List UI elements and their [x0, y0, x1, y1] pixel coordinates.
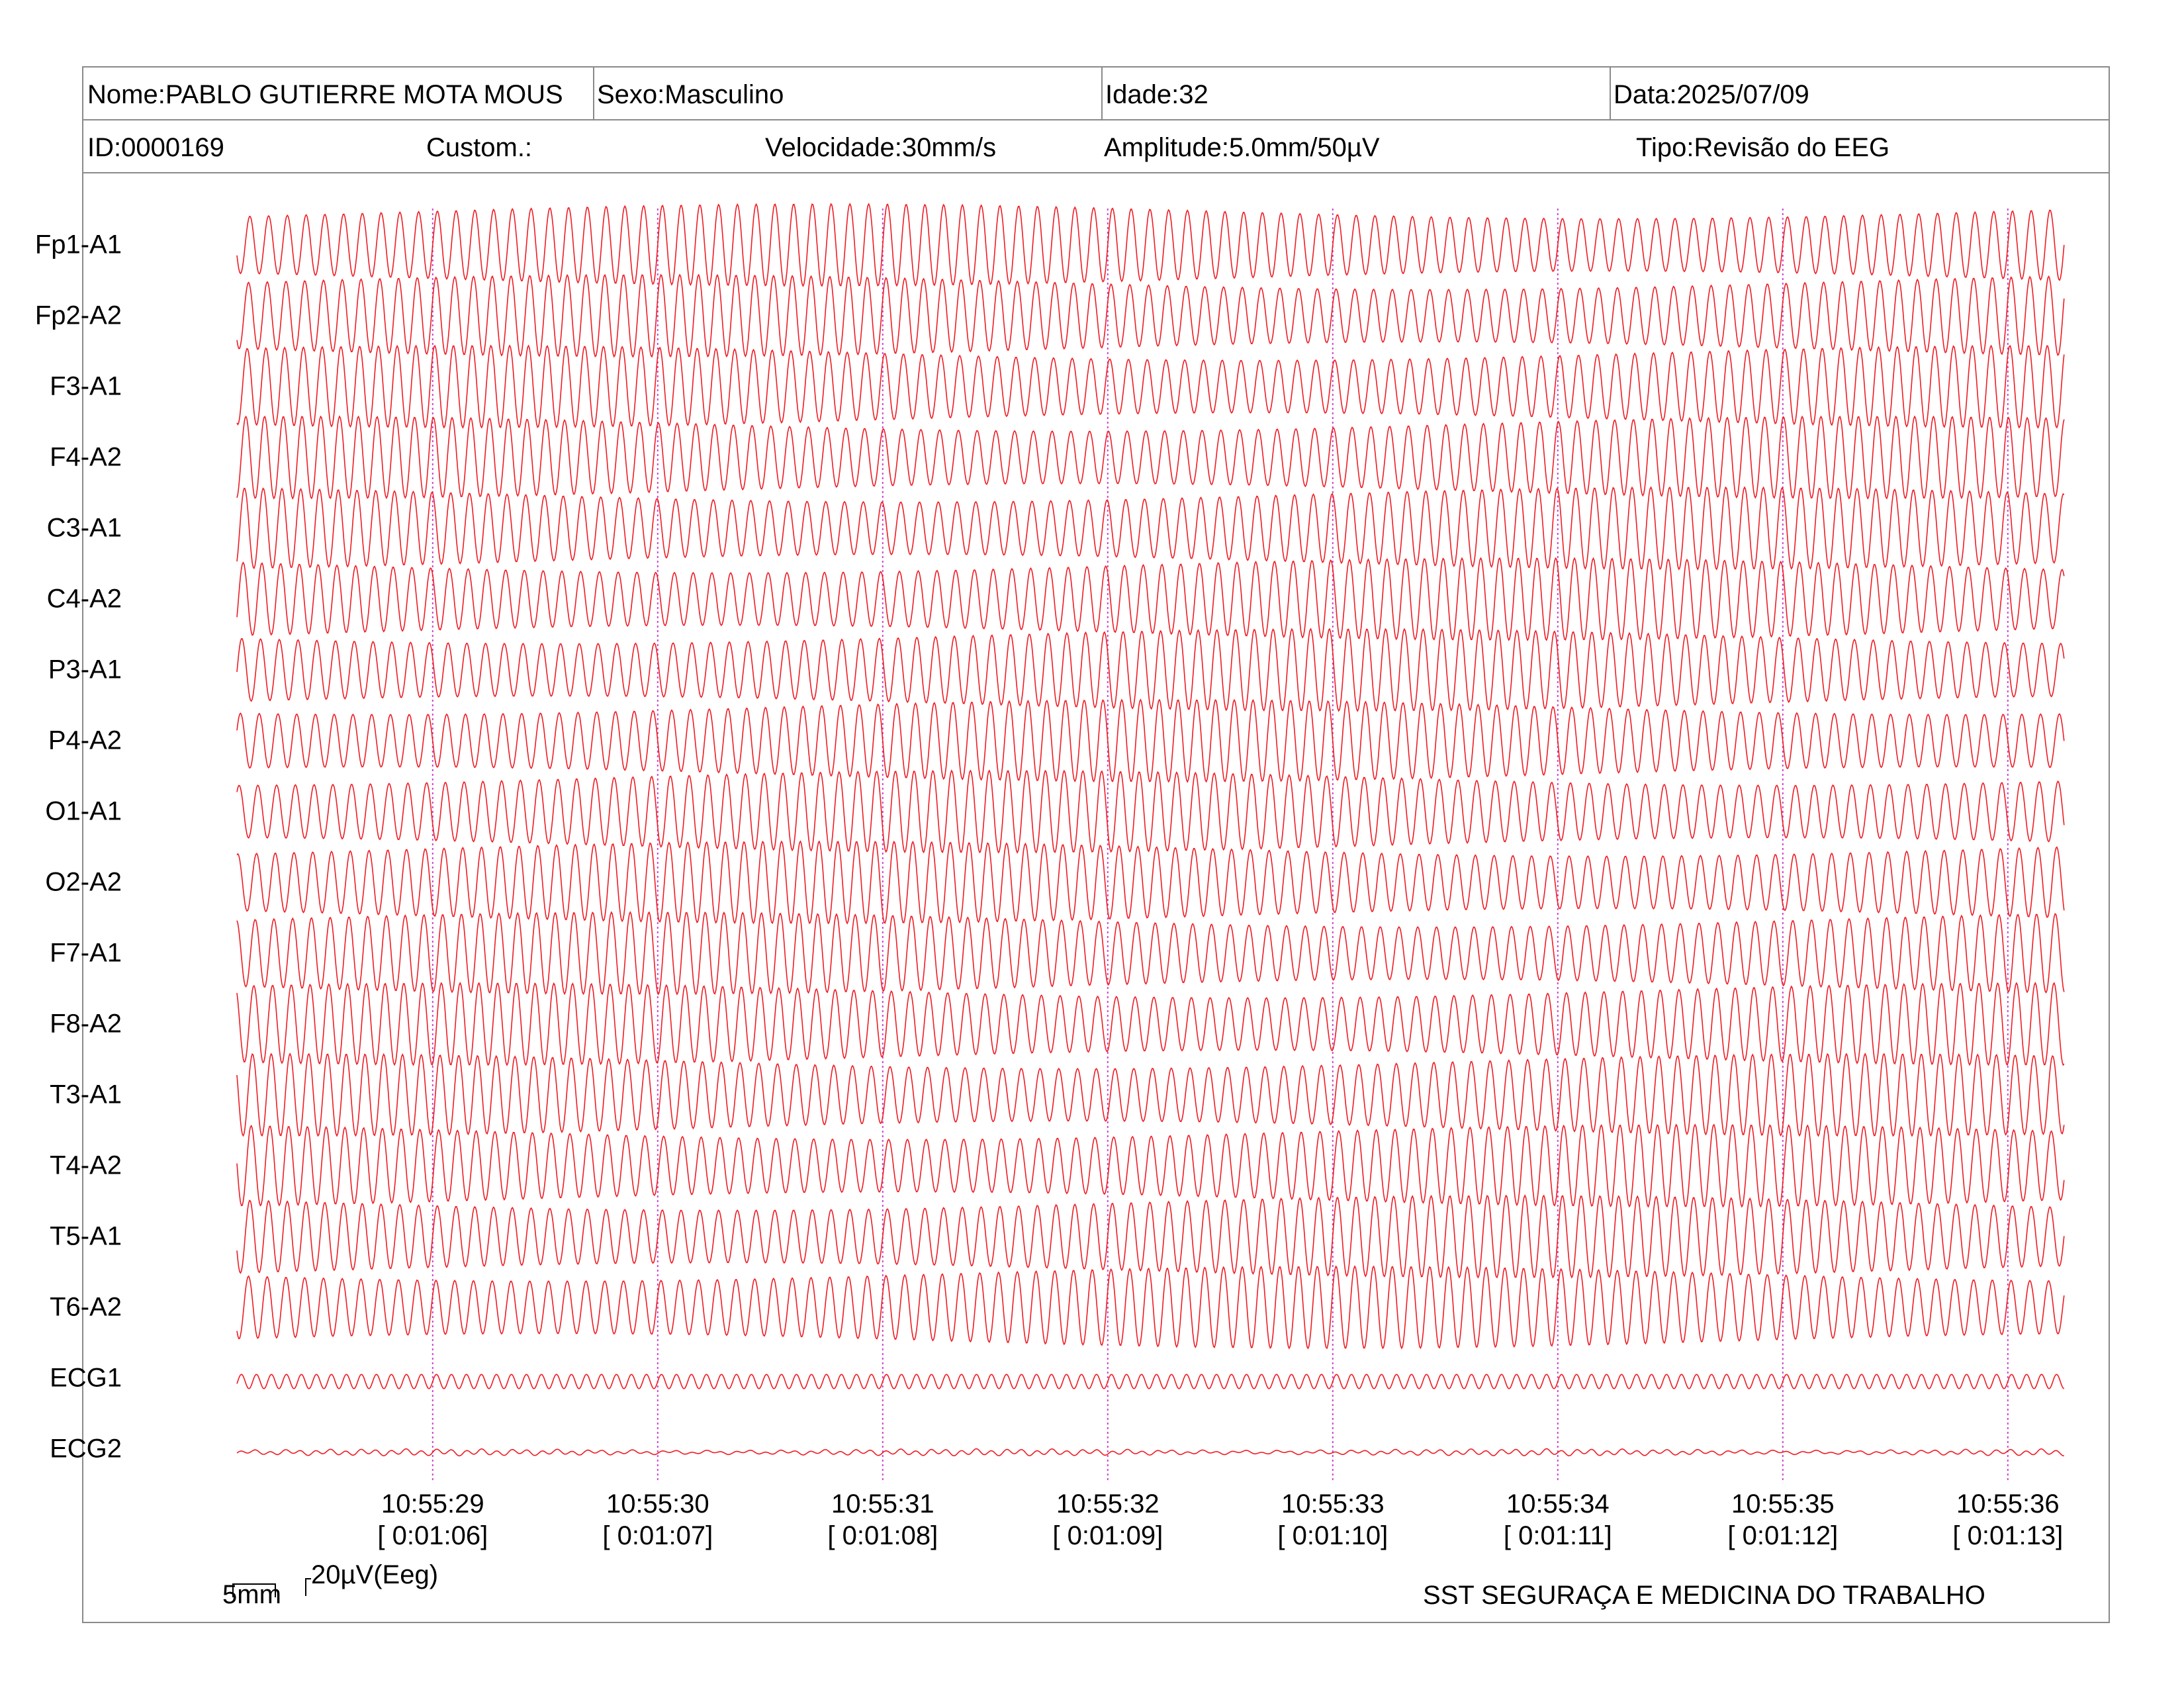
trace-fp1-a1	[236, 203, 2065, 287]
trace-c3-a1	[236, 486, 2065, 571]
elapsed-time-label: [ 0:01:09]	[1052, 1521, 1163, 1550]
header-divider	[1610, 68, 1611, 119]
channel-label: O2-A2	[45, 867, 122, 897]
trace-f4-a2	[236, 415, 2065, 500]
channel-label: ECG2	[50, 1434, 122, 1464]
trace-o2-a2	[236, 840, 2065, 925]
trace-t3-a1	[236, 1053, 2065, 1137]
trace-t4-a2	[236, 1123, 2065, 1208]
scale-uv-label: 20µV(Eeg)	[311, 1560, 439, 1589]
channel-label: ECG1	[50, 1363, 122, 1393]
clock-time-label: 10:55:31	[831, 1489, 934, 1519]
trace-f3-a1	[236, 344, 2065, 429]
channel-label: F3-A1	[50, 371, 122, 401]
trace-p3-a1	[236, 628, 2065, 712]
trace-c4-a2	[236, 557, 2065, 641]
channel-label: F8-A2	[50, 1009, 122, 1039]
channel-label: P3-A1	[48, 655, 122, 684]
elapsed-time-label: [ 0:01:13]	[1952, 1521, 2064, 1550]
exam-date: Data:2025/07/09	[1614, 80, 1809, 109]
trace-t6-a2	[236, 1265, 2065, 1350]
trace-p4-a2	[236, 698, 2065, 783]
clock-time-label: 10:55:36	[1956, 1489, 2060, 1519]
channel-label: Fp1-A1	[34, 230, 122, 259]
patient-id: ID:0000169	[87, 133, 224, 162]
patient-sex: Sexo:Masculino	[597, 80, 784, 109]
elapsed-time-label: [ 0:01:07]	[602, 1521, 713, 1550]
time-marker-label: 10:55:35[ 0:01:12]	[1727, 1488, 1838, 1552]
trace-ecg2	[236, 1448, 2064, 1457]
channel-label: T3-A1	[50, 1080, 122, 1109]
channel-label: P4-A2	[48, 726, 122, 755]
custom-field: Custom.:	[426, 133, 533, 162]
channel-label: C3-A1	[46, 513, 122, 543]
elapsed-time-label: [ 0:01:11]	[1503, 1521, 1612, 1550]
elapsed-time-label: [ 0:01:12]	[1727, 1521, 1839, 1550]
exam-type: Tipo:Revisão do EEG	[1636, 133, 1890, 162]
clock-time-label: 10:55:34	[1506, 1489, 1610, 1519]
header-divider	[1101, 68, 1103, 119]
channel-label: Fp2-A2	[34, 301, 122, 330]
calibration-scale: 5mm 20µV(Eeg)	[218, 1559, 438, 1612]
channel-label: F7-A1	[50, 938, 122, 968]
scale-mm-label: 5mm	[222, 1580, 281, 1609]
channel-label: F4-A2	[50, 442, 122, 472]
channel-label: C4-A2	[46, 584, 122, 614]
time-marker-label: 10:55:33[ 0:01:10]	[1277, 1488, 1388, 1552]
eeg-report-sheet: Nome:PABLO GUTIERRE MOTA MOUS Sexo:Mascu…	[82, 66, 2110, 1623]
clock-time-label: 10:55:30	[606, 1489, 709, 1519]
time-marker-label: 10:55:31[ 0:01:08]	[827, 1488, 938, 1552]
clock-time-label: 10:55:33	[1281, 1489, 1385, 1519]
elapsed-time-label: [ 0:01:08]	[827, 1521, 938, 1550]
header-divider	[593, 68, 594, 119]
trace-f7-a1	[236, 911, 2065, 996]
clock-time-label: 10:55:35	[1731, 1489, 1835, 1519]
calibration-bracket	[232, 1578, 311, 1597]
time-marker-label: 10:55:36[ 0:01:13]	[1952, 1488, 2063, 1552]
trace-ecg1	[236, 1374, 2065, 1389]
header-row-1: Nome:PABLO GUTIERRE MOTA MOUS Sexo:Mascu…	[83, 68, 2109, 120]
trace-t5-a1	[236, 1194, 2065, 1279]
patient-name: Nome:PABLO GUTIERRE MOTA MOUS	[87, 80, 563, 109]
elapsed-time-label: [ 0:01:10]	[1277, 1521, 1388, 1550]
time-marker-label: 10:55:32[ 0:01:09]	[1052, 1488, 1163, 1552]
patient-age: Idade:32	[1105, 80, 1208, 109]
channel-label: O1-A1	[45, 796, 122, 826]
trace-o1-a1	[236, 769, 2065, 854]
time-marker-label: 10:55:29[ 0:01:06]	[377, 1488, 488, 1552]
header-row-2: ID:0000169 Custom.: Velocidade:30mm/s Am…	[83, 120, 2109, 173]
channel-label: T4-A2	[50, 1150, 122, 1180]
trace-fp2-a2	[236, 273, 2065, 358]
clock-time-label: 10:55:29	[381, 1489, 484, 1519]
time-marker-label: 10:55:30[ 0:01:07]	[602, 1488, 713, 1552]
clock-time-label: 10:55:32	[1056, 1489, 1160, 1519]
time-marker-label: 10:55:34[ 0:01:11]	[1504, 1488, 1612, 1552]
channel-label: T6-A2	[50, 1292, 122, 1322]
channel-label: T5-A1	[50, 1221, 122, 1251]
trace-f8-a2	[236, 982, 2065, 1066]
amplitude-scale: Amplitude:5.0mm/50µV	[1104, 133, 1380, 162]
paper-speed: Velocidade:30mm/s	[765, 133, 997, 162]
clinic-name: SST SEGURAÇA E MEDICINA DO TRABALHO	[1423, 1581, 1985, 1610]
elapsed-time-label: [ 0:01:06]	[377, 1521, 488, 1550]
